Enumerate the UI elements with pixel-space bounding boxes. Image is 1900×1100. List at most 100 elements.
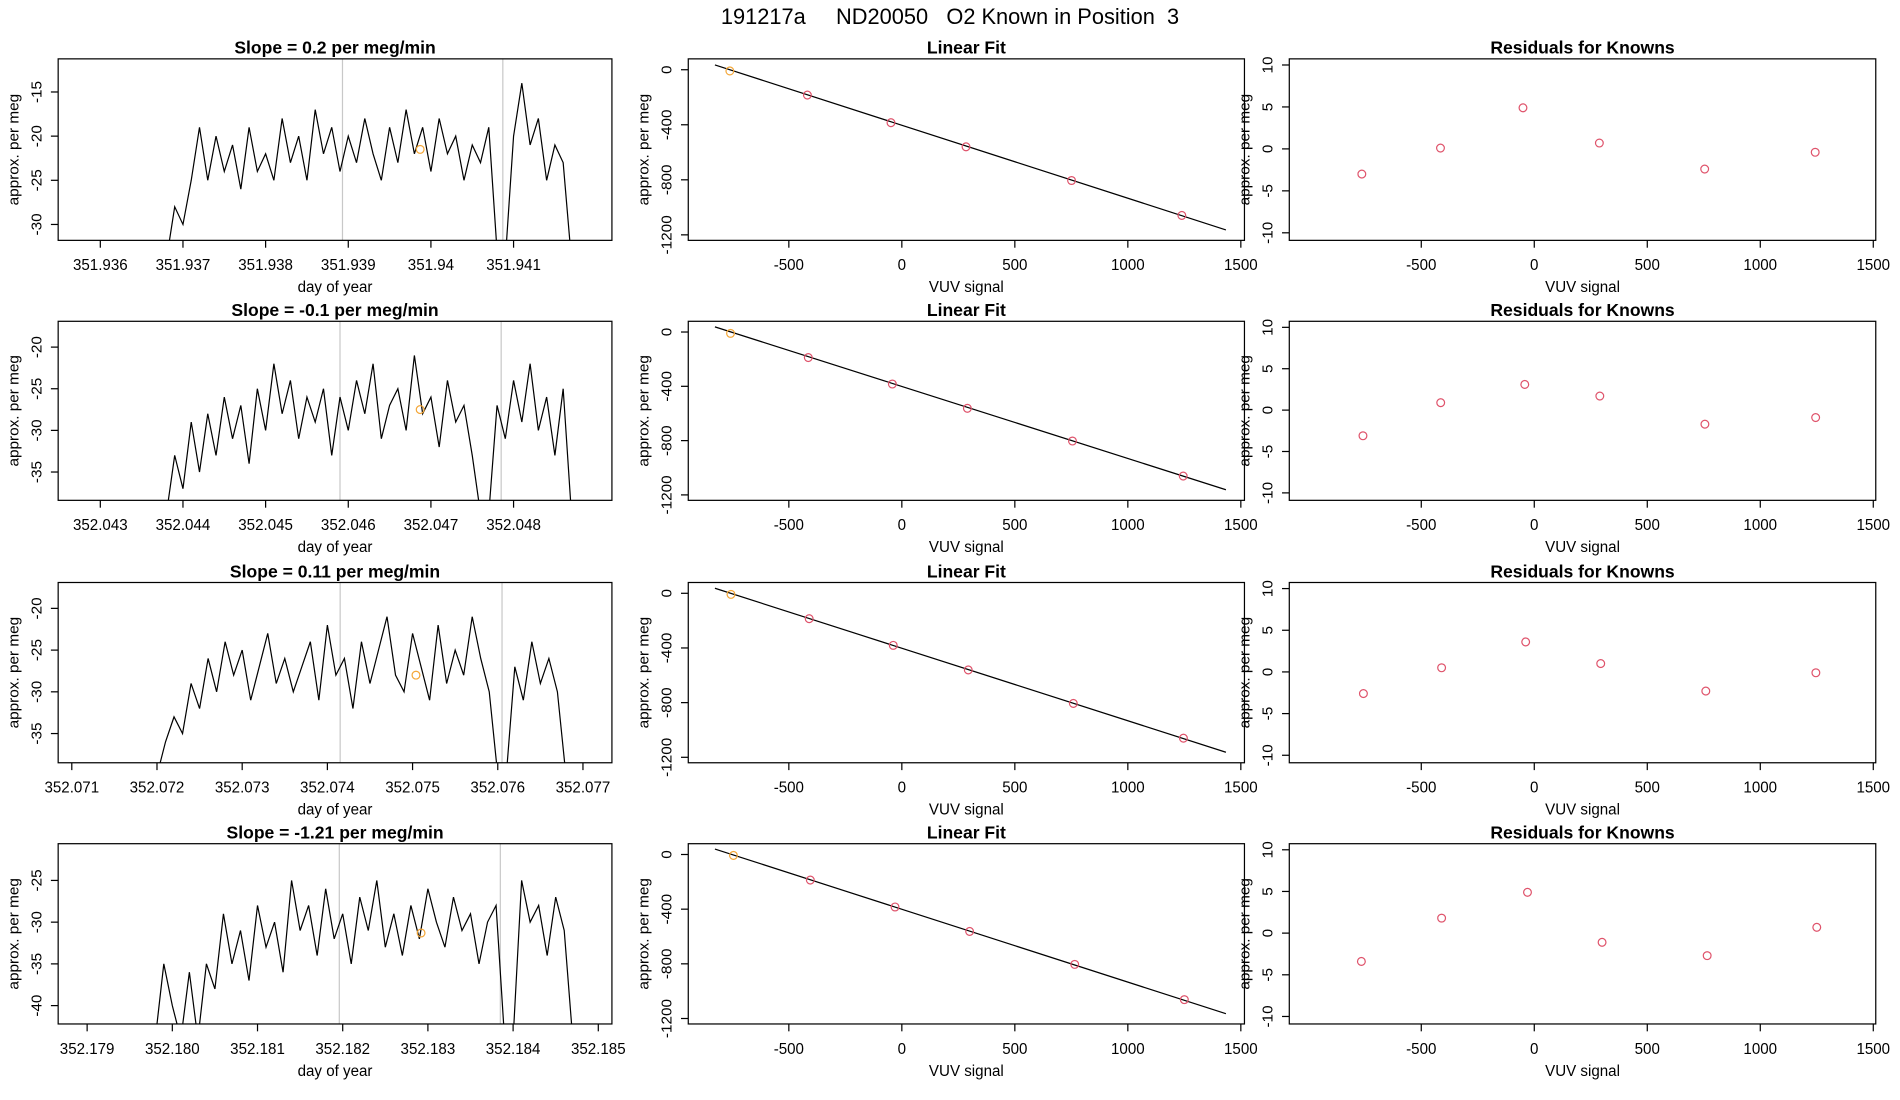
y-tick-label: -800 (659, 949, 676, 980)
data-point (963, 665, 973, 675)
y-tick-label: -25 (29, 169, 46, 191)
y-tick-label: 10 (1260, 841, 1277, 858)
data-point (805, 875, 815, 885)
data-point (961, 142, 971, 152)
x-tick-label: 500 (1002, 1041, 1027, 1058)
data-point (1810, 147, 1820, 157)
y-tick-label: 5 (1260, 364, 1277, 373)
y-axis-label: approx. per meg (636, 94, 653, 205)
data-point (1067, 436, 1077, 446)
y-tick-label: -400 (659, 633, 676, 664)
y-tick-label: -10 (1260, 744, 1277, 766)
y-axis-label: approx. per meg (6, 878, 23, 989)
x-tick-label: 352.077 (556, 779, 611, 796)
y-tick-label: 0 (659, 850, 676, 859)
panel-title: Linear Fit (927, 38, 1006, 58)
x-tick-label: -500 (1406, 517, 1436, 534)
x-axis-label: VUV signal (1545, 279, 1620, 296)
highlight-point (415, 405, 425, 415)
x-tick-label: -500 (774, 779, 804, 796)
x-axis-label: day of year (298, 279, 373, 296)
x-tick-label: 500 (1002, 257, 1027, 274)
y-tick-label: -30 (29, 681, 46, 703)
y-tick-label: -15 (29, 81, 46, 103)
data-line (159, 616, 566, 763)
data-point (1068, 698, 1078, 708)
x-tick-label: 352.180 (145, 1041, 200, 1058)
x-tick-label: 0 (898, 257, 906, 274)
plot-frame (687, 843, 1246, 1025)
y-tick-label: -30 (29, 419, 46, 441)
x-tick-label: 0 (1530, 257, 1538, 274)
y-tick-label: -1200 (659, 215, 676, 254)
data-point (1700, 419, 1710, 429)
y-tick-label: 10 (1260, 580, 1277, 597)
y-tick-label: -30 (29, 213, 46, 235)
y-axis-label: approx. per meg (6, 94, 23, 205)
data-point (803, 352, 813, 363)
data-line (167, 355, 572, 501)
data-point (1437, 913, 1447, 923)
y-axis-label: approx. per meg (6, 355, 23, 466)
data-point (1067, 175, 1077, 186)
x-axis-label: VUV signal (1545, 539, 1620, 556)
data-point (1595, 391, 1605, 401)
x-tick-label: 500 (1635, 1041, 1660, 1058)
y-tick-label: -800 (659, 687, 676, 718)
x-tick-label: 1500 (1856, 779, 1890, 796)
x-tick-label: 352.076 (470, 779, 525, 796)
panel: Slope = 0.2 per meg/min day of year approx… (6, 38, 613, 296)
y-tick-label: -30 (29, 911, 46, 933)
data-point (726, 589, 736, 599)
data-point (1811, 668, 1821, 678)
x-tick-label: 1500 (1856, 517, 1890, 534)
x-tick-label: 352.045 (238, 517, 293, 534)
x-axis-label: day of year (298, 1063, 373, 1080)
x-tick-label: -500 (1406, 779, 1436, 796)
x-tick-label: 351.941 (486, 257, 541, 274)
panel: Slope = -0.1 per meg/min day of year appro… (6, 300, 613, 556)
y-tick-label: -400 (659, 109, 676, 140)
y-tick-label: -1200 (659, 999, 676, 1038)
y-tick-label: 10 (1260, 56, 1277, 73)
x-tick-label: 1000 (1743, 779, 1777, 796)
data-point (1178, 471, 1188, 481)
data-point (962, 403, 972, 413)
x-axis-label: VUV signal (1545, 802, 1620, 819)
plot-frame (687, 581, 1246, 764)
x-tick-label: 352.047 (404, 517, 459, 534)
x-axis-label: VUV signal (929, 279, 1004, 296)
panel: Linear Fit VUV signal approx. per meg -500 0… (636, 38, 1258, 297)
y-tick-label: 0 (659, 328, 676, 337)
figure-title: 191217a ND20050 O2 Known in Position 3 (721, 4, 1179, 29)
panel: Slope = -1.21 per meg/min day of year appr… (6, 822, 626, 1079)
data-point (1521, 637, 1531, 647)
y-axis-label: approx. per meg (636, 878, 653, 989)
plot-frame (57, 581, 613, 764)
x-tick-label: 352.073 (215, 779, 270, 796)
data-point (802, 90, 812, 100)
y-tick-label: 0 (1260, 145, 1277, 154)
x-tick-label: 352.043 (73, 517, 128, 534)
x-tick-label: 0 (1530, 1041, 1538, 1058)
y-tick-label: -10 (1260, 222, 1277, 244)
x-tick-label: 351.939 (321, 257, 376, 274)
fit-line (714, 326, 1227, 491)
y-tick-label: 0 (1260, 406, 1277, 415)
fit-line (714, 848, 1227, 1015)
y-tick-label: 10 (1260, 319, 1277, 336)
y-tick-label: -20 (29, 597, 46, 619)
data-point (887, 379, 897, 389)
data-point (1597, 937, 1607, 947)
x-tick-label: 351.936 (73, 257, 128, 274)
x-tick-label: 352.075 (385, 779, 440, 796)
data-point (1070, 959, 1080, 969)
x-tick-label: 352.071 (44, 779, 99, 796)
x-tick-label: 0 (1530, 517, 1538, 534)
x-tick-label: 0 (1530, 779, 1538, 796)
plot-frame (687, 58, 1246, 241)
y-tick-label: -20 (29, 125, 46, 147)
highlight-point (416, 928, 426, 938)
data-point (1520, 379, 1530, 389)
data-point (1812, 922, 1822, 932)
